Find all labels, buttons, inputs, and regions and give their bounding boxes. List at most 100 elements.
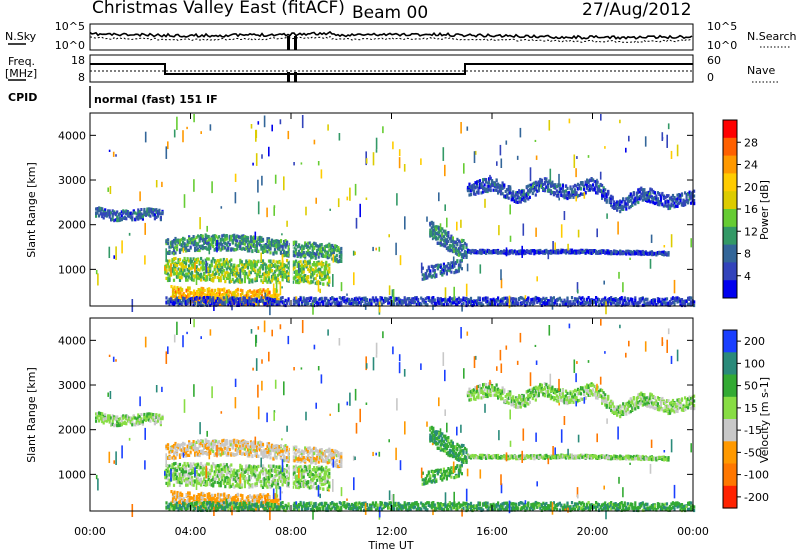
data-cell [221, 301, 224, 306]
data-cell [610, 296, 613, 300]
data-cell [509, 185, 512, 189]
data-cell [494, 299, 497, 303]
data-cell [635, 303, 638, 307]
data-cell [319, 281, 322, 285]
data-cell [447, 268, 450, 272]
data-cell [337, 198, 340, 208]
data-cell [283, 263, 286, 267]
data-cell [668, 204, 672, 208]
data-cell [255, 261, 258, 265]
data-cell [576, 187, 580, 191]
data-cell [257, 299, 260, 303]
data-cell [405, 300, 408, 305]
data-cell [222, 269, 225, 273]
data-cell [174, 265, 177, 270]
data-cell [252, 264, 255, 268]
data-cell [233, 290, 236, 294]
data-cell [281, 254, 284, 268]
data-cell [477, 179, 480, 184]
data-cell [98, 413, 101, 417]
noise-gap-marker [287, 36, 290, 50]
data-cell [198, 273, 201, 277]
data-cell [189, 258, 192, 262]
data-cell [279, 274, 283, 278]
data-cell [620, 200, 623, 204]
data-cell [304, 253, 307, 258]
data-cell [178, 275, 182, 279]
data-cell [207, 296, 210, 300]
data-cell [397, 299, 400, 303]
data-cell [533, 249, 536, 253]
data-cell [480, 248, 483, 252]
data-cell [578, 249, 581, 253]
data-cell [144, 210, 147, 214]
data-cell [427, 273, 430, 277]
data-cell [200, 287, 203, 291]
data-cell [323, 275, 326, 279]
data-cell [495, 188, 498, 192]
data-cell [626, 297, 629, 301]
data-cell [239, 261, 242, 265]
data-cell [340, 297, 343, 301]
data-cell [643, 250, 646, 254]
data-cell [506, 296, 509, 300]
data-cell [208, 289, 211, 293]
data-cell [220, 293, 223, 297]
data-cell [604, 192, 607, 196]
data-cell [584, 251, 587, 255]
data-cell [519, 301, 522, 305]
data-cell [427, 296, 430, 300]
data-cell [546, 189, 549, 193]
data-cell [168, 299, 171, 303]
data-cell [225, 259, 228, 264]
data-cell [350, 301, 353, 306]
data-cell [355, 296, 358, 300]
data-cell [194, 291, 197, 295]
data-cell [368, 303, 372, 307]
data-cell [310, 275, 313, 279]
data-cell [165, 242, 168, 246]
data-cell [286, 259, 289, 263]
data-cell [153, 208, 156, 212]
data-cell [684, 299, 687, 303]
data-cell [462, 255, 465, 259]
data-cell [497, 190, 500, 194]
data-cell [623, 200, 626, 204]
data-cell [108, 246, 111, 259]
data-cell [180, 243, 183, 247]
data-cell [344, 299, 347, 303]
data-cell [299, 268, 302, 272]
freq-gap-marker [287, 72, 290, 82]
data-cell [281, 233, 283, 236]
data-cell [338, 133, 341, 141]
data-cell [201, 296, 204, 301]
data-cell [665, 200, 669, 204]
data-cell [206, 269, 209, 273]
data-cell [204, 303, 207, 307]
data-cell [278, 248, 281, 252]
data-cell [604, 250, 607, 254]
data-cell [171, 289, 175, 293]
data-cell [270, 277, 274, 281]
data-cell [616, 250, 619, 254]
data-cell [463, 297, 467, 301]
data-cell [108, 209, 111, 213]
data-cell [216, 236, 219, 240]
data-cell [239, 293, 242, 297]
data-cell [628, 135, 630, 142]
data-cell [272, 259, 275, 263]
data-cell [276, 265, 280, 269]
data-cell [510, 303, 513, 307]
nave-label: Nave [747, 64, 775, 77]
data-cell [172, 269, 176, 273]
data-cell [207, 238, 210, 242]
data-cell [462, 246, 465, 250]
data-cell [438, 301, 441, 306]
data-cell [233, 248, 236, 252]
data-cell [171, 294, 175, 298]
data-cell [540, 181, 543, 185]
data-cell [436, 263, 439, 267]
data-cell [611, 301, 614, 305]
data-cell [497, 298, 500, 302]
data-cell [534, 187, 537, 191]
